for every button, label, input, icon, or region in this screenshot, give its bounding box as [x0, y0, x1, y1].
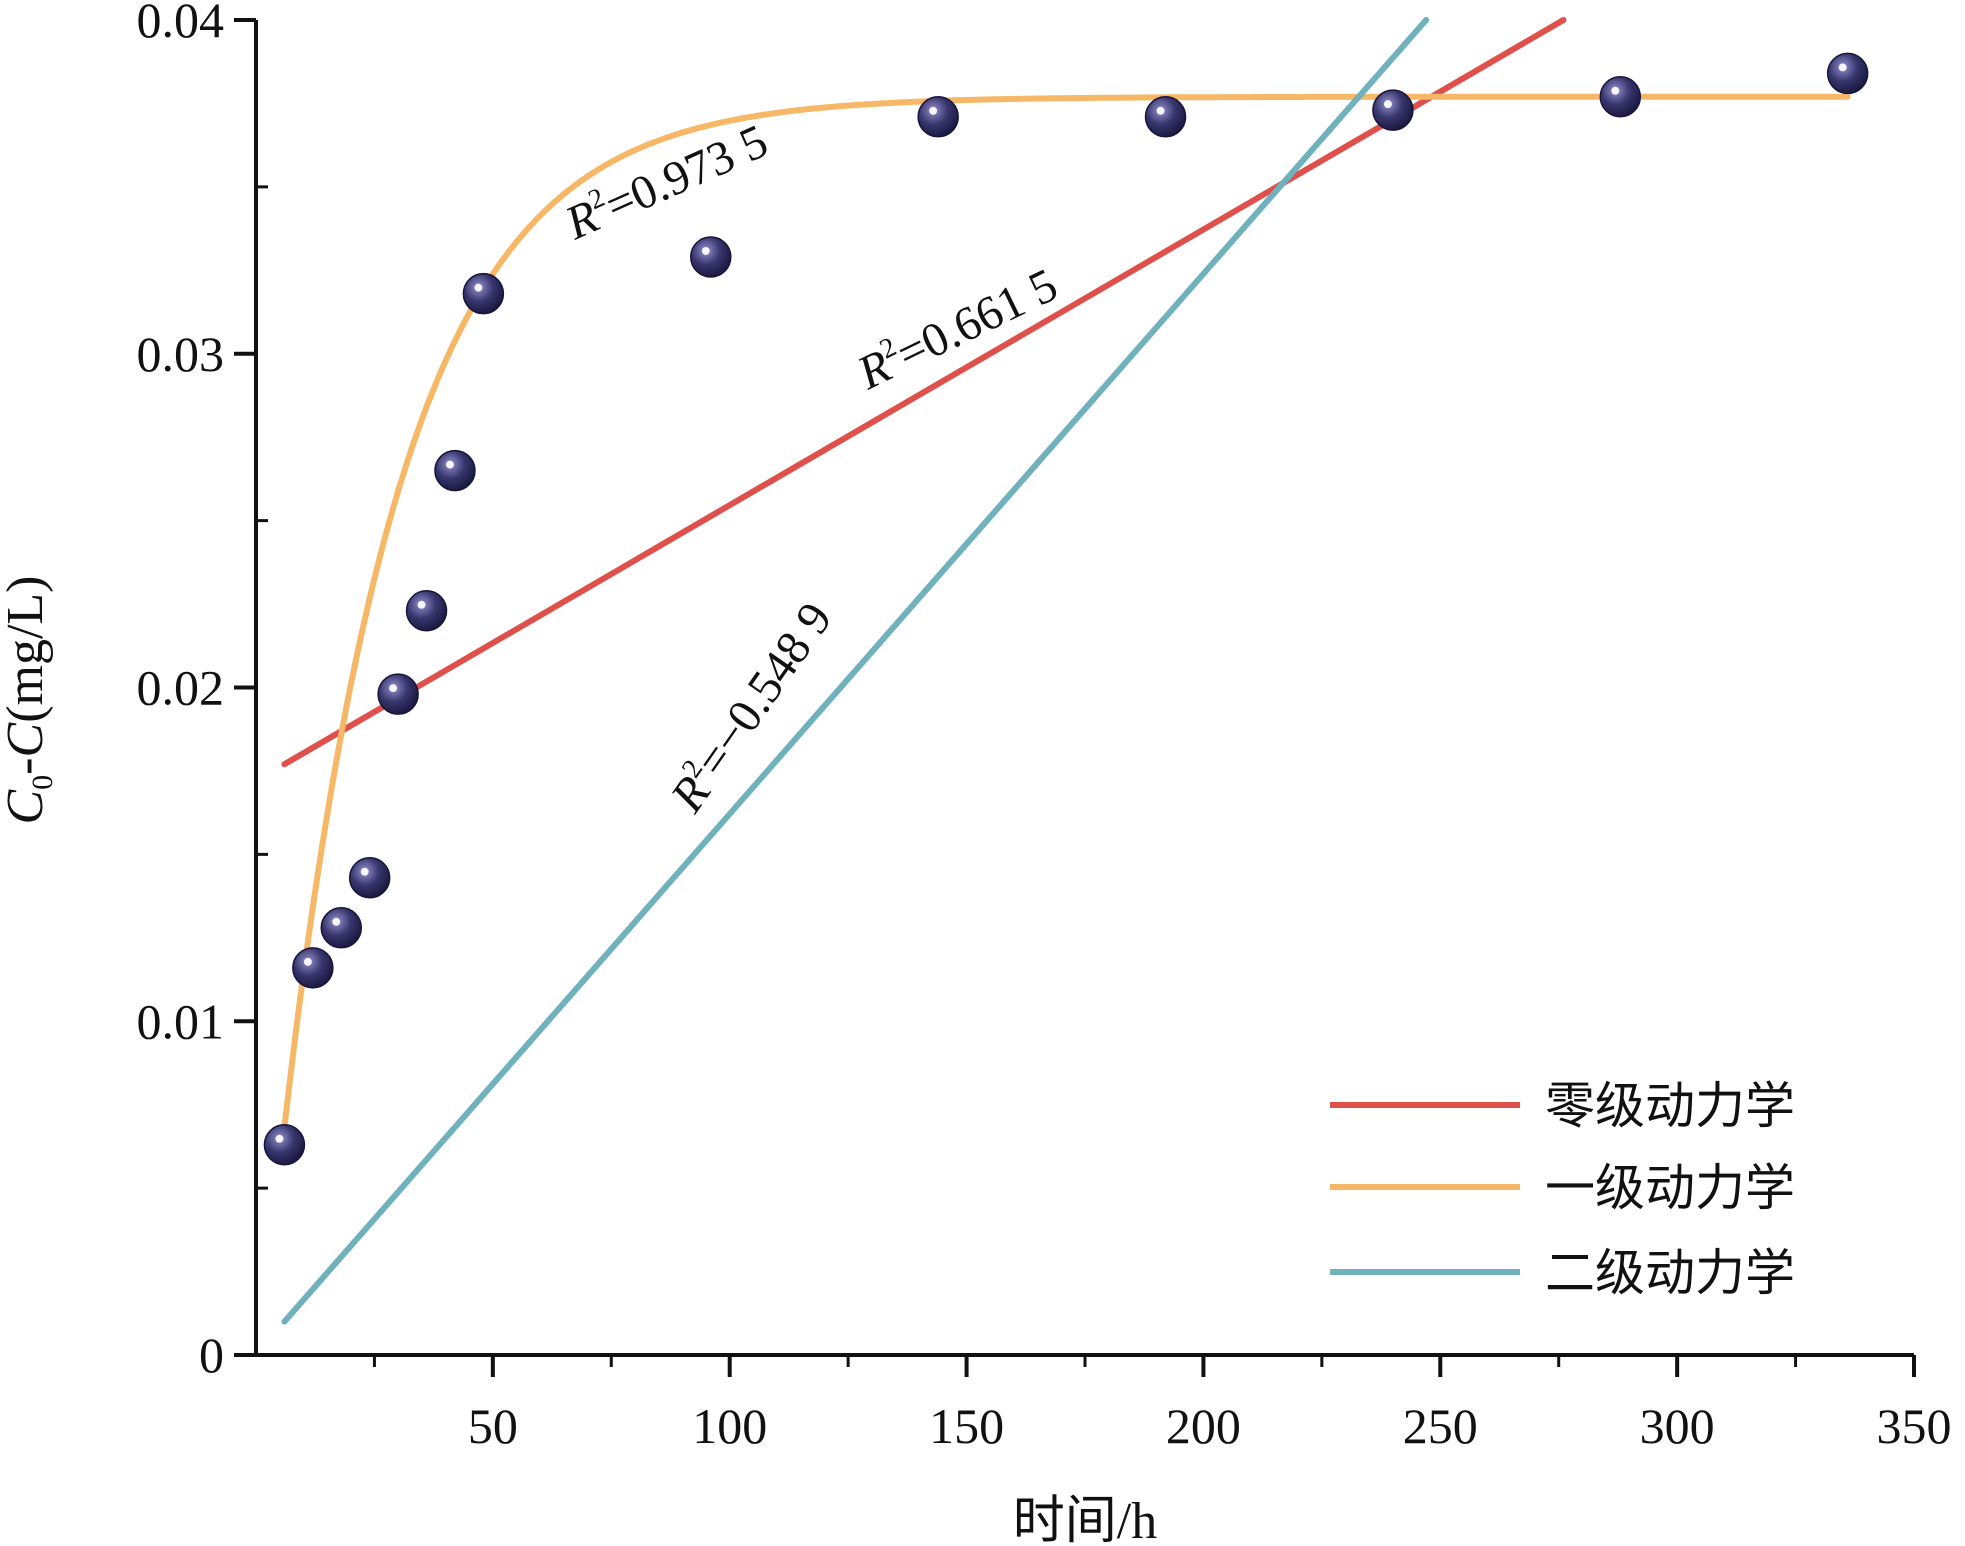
- fit-line-first-order: [281, 93, 1851, 1130]
- data-point: [917, 96, 959, 138]
- fit-line-zero-order: [281, 17, 1567, 768]
- data-point-marker: [462, 272, 505, 315]
- data-point: [1144, 96, 1187, 138]
- data-point: [1372, 89, 1414, 131]
- y-tick-label: 0.04: [137, 0, 225, 48]
- data-point-marker: [1599, 76, 1642, 118]
- data-point-highlight: [1611, 86, 1620, 95]
- data-point: [1599, 76, 1642, 118]
- ticks: [234, 18, 1916, 1377]
- data-point-marker: [917, 96, 959, 138]
- x-tick-label: 50: [468, 1398, 518, 1454]
- data-point-marker: [690, 236, 732, 278]
- legend-label-second-order: 二级动力学: [1545, 1244, 1795, 1302]
- data-point-highlight: [303, 957, 312, 966]
- data-point-highlight: [1838, 63, 1847, 72]
- data-point: [690, 236, 732, 278]
- y-tick-label: 0: [199, 1327, 224, 1383]
- data-point: [320, 907, 363, 949]
- data-point-marker: [320, 907, 363, 949]
- data-point-highlight: [1156, 106, 1165, 115]
- tick-labels: 50 100 150 200 250 300 350 0 0.01 0.02 0.03 0.04: [137, 0, 1952, 1454]
- x-tick-label: 250: [1403, 1398, 1478, 1454]
- data-point-marker: [1826, 52, 1869, 95]
- data-point: [462, 272, 505, 315]
- data-point: [434, 449, 476, 492]
- data-point-highlight: [445, 460, 454, 469]
- data-point-marker: [348, 856, 391, 899]
- data-point: [348, 856, 391, 899]
- legend: 零级动力学 一级动力学 二级动力学: [1330, 1077, 1795, 1302]
- y-axis-title: C0-C(mg/L): [0, 576, 59, 825]
- x-tick-label: 150: [929, 1398, 1004, 1454]
- legend-label-first-order: 一级动力学: [1545, 1159, 1795, 1217]
- fit-lines: [281, 17, 1851, 1325]
- data-point-highlight: [929, 106, 938, 115]
- data-point-highlight: [474, 283, 483, 292]
- x-tick-label: 350: [1877, 1398, 1952, 1454]
- data-point-highlight: [701, 246, 710, 255]
- y-tick-label: 0.01: [137, 993, 225, 1049]
- data-point-highlight: [360, 867, 369, 876]
- y-tick-label: 0.03: [137, 326, 225, 382]
- annotation-first-order: R2=0.973 5: [556, 113, 775, 251]
- data-point: [405, 589, 448, 632]
- data-point-marker: [263, 1123, 306, 1166]
- data-point-marker: [1144, 96, 1187, 138]
- data-point: [377, 673, 419, 715]
- data-point: [1826, 52, 1869, 95]
- data-point-marker: [292, 947, 334, 989]
- axes: [254, 20, 1914, 1357]
- data-point-highlight: [417, 600, 426, 609]
- data-point-highlight: [389, 684, 398, 693]
- data-point: [263, 1123, 306, 1166]
- data-point: [292, 947, 334, 989]
- data-point-marker: [434, 449, 476, 492]
- x-tick-label: 100: [692, 1398, 767, 1454]
- x-axis-title: 时间/h: [1013, 1493, 1157, 1546]
- data-point-highlight: [275, 1134, 284, 1143]
- data-point-highlight: [332, 917, 341, 926]
- y-tick-label: 0.02: [137, 660, 225, 716]
- fit-line-second-order: [281, 17, 1430, 1325]
- x-tick-label: 300: [1640, 1398, 1715, 1454]
- data-point-highlight: [1383, 100, 1392, 109]
- data-point-marker: [405, 589, 448, 632]
- legend-label-zero-order: 零级动力学: [1545, 1077, 1795, 1135]
- data-point-marker: [377, 673, 419, 715]
- x-tick-label: 200: [1166, 1398, 1241, 1454]
- data-point-marker: [1372, 89, 1414, 131]
- data-points: [263, 52, 1869, 1166]
